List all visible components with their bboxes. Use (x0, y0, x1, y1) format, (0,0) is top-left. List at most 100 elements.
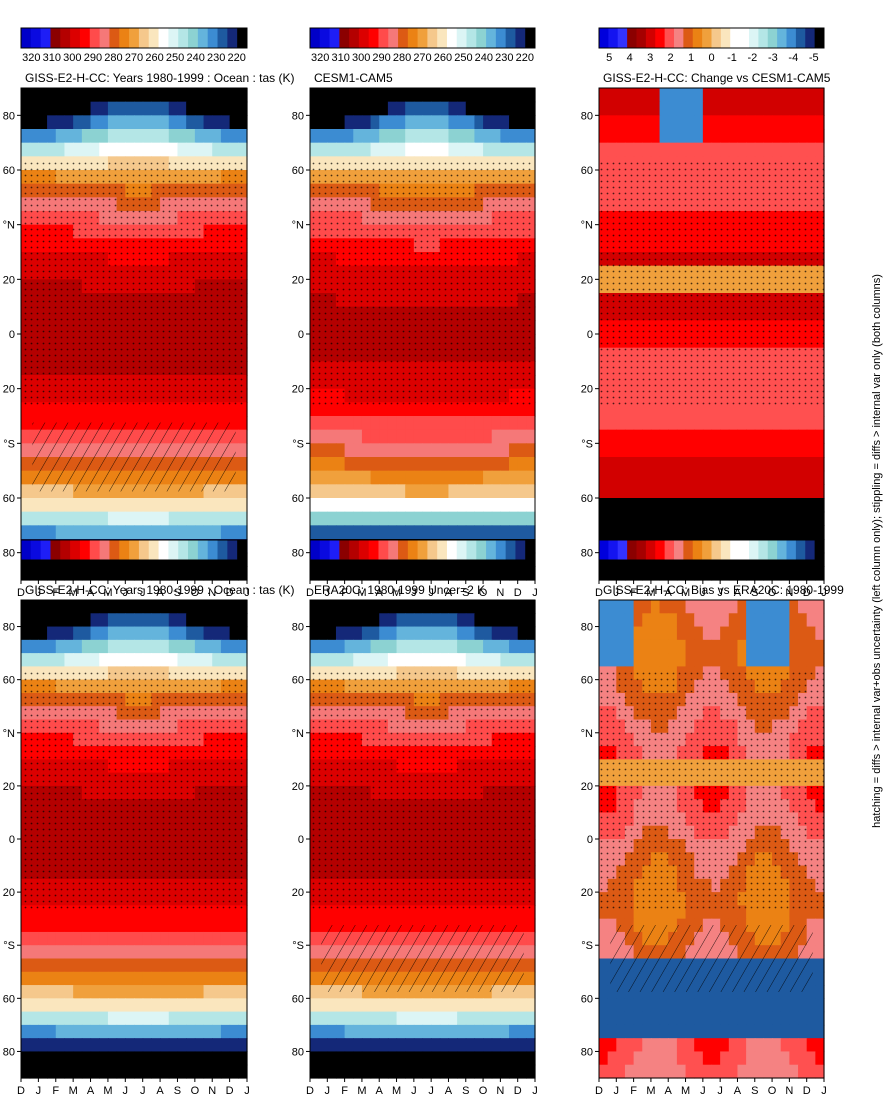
heatmap-cell (431, 102, 440, 116)
heatmap-cell (134, 959, 143, 973)
heatmap-cell (789, 88, 798, 102)
month-tick-label: J (140, 1085, 146, 1097)
heatmap-cell (599, 88, 608, 102)
heatmap-cell (186, 1051, 195, 1065)
heatmap-cell (651, 1038, 660, 1052)
heatmap-cell (195, 640, 204, 654)
heatmap-cell (91, 959, 100, 973)
heatmap-cell (195, 498, 204, 512)
heatmap-cell (686, 1065, 695, 1079)
heatmap-cell (642, 1038, 651, 1052)
heatmap-cell (431, 525, 440, 539)
heatmap-cell (798, 627, 807, 641)
heatmap-cell (73, 972, 82, 986)
heatmap-cell (414, 443, 423, 457)
heatmap-cell (466, 998, 475, 1012)
heatmap-cell (336, 443, 345, 457)
heatmap-cell (712, 627, 721, 641)
heatmap-cell (169, 627, 178, 641)
heatmap-cell (686, 627, 695, 641)
heatmap-cell (221, 512, 230, 526)
heatmap-cell (729, 1025, 738, 1039)
heatmap-cell (151, 1025, 160, 1039)
heatmap-cell (169, 972, 178, 986)
heatmap-cell (212, 653, 221, 667)
heatmap-cell (414, 640, 423, 654)
heatmap-cell (82, 143, 91, 157)
heatmap-cell (379, 512, 388, 526)
heatmap-cell (703, 1025, 712, 1039)
heatmap-cell (423, 129, 432, 143)
heatmap-cell (204, 985, 213, 999)
heatmap-cell (38, 653, 47, 667)
heatmap-cell (474, 998, 483, 1012)
heatmap-cell (47, 627, 56, 641)
heatmap-cell (474, 115, 483, 129)
heatmap-cell (651, 1025, 660, 1039)
heatmap-cell (729, 627, 738, 641)
heatmap-cell (169, 959, 178, 973)
heatmap-cell (815, 1051, 824, 1065)
heatmap-cell (599, 653, 608, 667)
heatmap-cell (108, 512, 117, 526)
heatmap-cell (789, 102, 798, 116)
heatmap-cell (720, 102, 729, 116)
heatmap-cell (608, 1065, 617, 1079)
heatmap-cell (82, 959, 91, 973)
heatmap-cell (117, 1038, 126, 1052)
heatmap-cell (230, 932, 239, 946)
heatmap-cell (345, 416, 354, 430)
heatmap-cell (414, 1051, 423, 1065)
heatmap-cell (177, 945, 186, 959)
heatmap-cell (474, 457, 483, 471)
heatmap-cell (186, 998, 195, 1012)
heatmap-cell (38, 1065, 47, 1079)
heatmap-cell (362, 627, 371, 641)
heatmap-cell (781, 627, 790, 641)
heatmap-cell (212, 919, 221, 933)
heatmap-cell (500, 613, 509, 627)
heatmap-cell (204, 653, 213, 667)
heatmap-cell (397, 115, 406, 129)
heatmap-cell (336, 998, 345, 1012)
heatmap-cell (431, 627, 440, 641)
heatmap-cell (492, 1025, 501, 1039)
heatmap-cell (694, 1025, 703, 1039)
heatmap-cell (608, 613, 617, 627)
heatmap-cell (772, 613, 781, 627)
heatmap-cell (686, 998, 695, 1012)
heatmap-cell (151, 985, 160, 999)
heatmap-cell (151, 972, 160, 986)
heatmap-cell (117, 627, 126, 641)
heatmap-cell (38, 985, 47, 999)
heatmap-cell (117, 129, 126, 143)
heatmap-cell (56, 998, 65, 1012)
heatmap-cell (720, 613, 729, 627)
heatmap-cell (483, 443, 492, 457)
lat-tick-label: 80 (3, 548, 15, 560)
heatmap-cell (755, 88, 764, 102)
heatmap-cell (423, 115, 432, 129)
heatmap-cell (703, 1012, 712, 1026)
heatmap-cell (310, 457, 319, 471)
heatmap-cell (345, 640, 354, 654)
heatmap-cell (319, 129, 328, 143)
heatmap-cell (737, 640, 746, 654)
heatmap-cell (38, 1038, 47, 1052)
heatmap-cell (405, 640, 414, 654)
heatmap-cell (388, 1025, 397, 1039)
heatmap-cell (30, 115, 39, 129)
heatmap-cell (21, 932, 30, 946)
heatmap-cell (353, 1038, 362, 1052)
heatmap-cell (781, 1051, 790, 1065)
heatmap-cell (789, 653, 798, 667)
heatmap-cell (238, 998, 247, 1012)
heatmap-cell (64, 512, 73, 526)
lat-tick-label: 20 (292, 781, 304, 793)
lat-tick-label: °S (3, 438, 15, 450)
heatmap-cell (82, 1038, 91, 1052)
heatmap-cell (474, 471, 483, 485)
heatmap-cell (21, 512, 30, 526)
heatmap-cell (186, 613, 195, 627)
heatmap-cell (353, 143, 362, 157)
